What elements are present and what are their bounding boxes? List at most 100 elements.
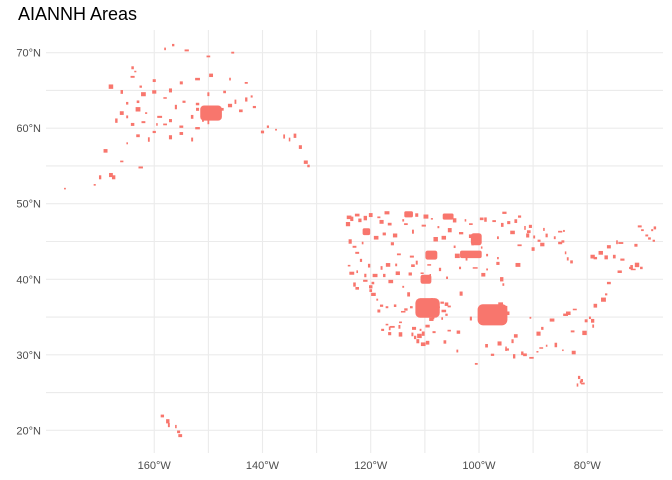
y-tick-label: 60°N [16, 123, 41, 135]
y-axis-tick-labels: 20°N 30°N 40°N 50°N 60°N 70°N [16, 48, 41, 438]
aiannh-area [456, 330, 461, 334]
aiannh-area [582, 330, 587, 336]
aiannh-area [481, 272, 486, 277]
aiannh-area [456, 349, 459, 353]
aiannh-area [191, 137, 194, 142]
aiannh-area [430, 218, 433, 220]
aiannh-area [526, 230, 531, 234]
aiannh-area [252, 105, 256, 109]
aiannh-area [355, 286, 360, 290]
aiannh-area [561, 240, 565, 243]
aiannh-area [564, 251, 567, 255]
aiannh-area [571, 350, 576, 355]
aiannh-area [452, 218, 457, 223]
aiannh-area [348, 239, 352, 244]
aiannh-area [441, 309, 447, 313]
aiannh-area-large [362, 228, 371, 236]
aiannh-area [480, 246, 483, 249]
aiannh-area [539, 347, 544, 349]
aiannh-area [385, 323, 389, 326]
aiannh-area [371, 292, 376, 296]
aiannh-area [98, 175, 102, 180]
aiannh-area [372, 273, 378, 278]
aiannh-area [416, 339, 420, 344]
aiannh-area [420, 342, 426, 347]
aiannh-area [184, 49, 189, 52]
aiannh-area [521, 351, 524, 356]
aiannh-area [160, 414, 165, 418]
aiannh-area [528, 224, 532, 228]
aiannh-area [500, 222, 504, 227]
aiannh-area [502, 211, 507, 214]
y-tick-label: 70°N [16, 48, 41, 60]
aiannh-area [507, 221, 511, 225]
aiannh-area [421, 331, 425, 336]
aiannh-area [580, 379, 584, 382]
y-tick-label: 40°N [16, 274, 41, 286]
aiannh-area [572, 308, 577, 311]
aiannh-area [377, 309, 381, 313]
aiannh-area [645, 234, 649, 237]
aiannh-area [404, 223, 408, 226]
aiannh-area [390, 242, 394, 246]
aiannh-area [388, 326, 391, 331]
aiannh-area [612, 254, 616, 259]
aiannh-area [518, 215, 522, 218]
aiannh-area [543, 227, 545, 231]
aiannh-area-large [470, 233, 482, 246]
aiannh-area [126, 115, 129, 119]
aiannh-area [531, 247, 535, 251]
x-tick-label: 100°W [462, 460, 496, 472]
aiannh-area [444, 302, 449, 306]
aiannh-area [239, 109, 243, 113]
aiannh-area [384, 211, 390, 215]
aiannh-area [447, 329, 451, 332]
aiannh-area [479, 217, 484, 221]
aiannh-area [361, 241, 364, 245]
aiannh-area [523, 353, 527, 357]
aiannh-area [652, 239, 655, 242]
aiannh-area-large [420, 274, 432, 284]
aiannh-area [283, 134, 286, 139]
aiannh-area [411, 332, 414, 337]
aiannh-area [576, 383, 579, 387]
aiannh-area [382, 232, 386, 236]
aiannh-area [407, 292, 411, 297]
aiannh-area [524, 225, 526, 230]
aiannh-area [565, 311, 571, 316]
aiannh-area [648, 237, 651, 240]
aiannh-area [167, 422, 170, 428]
aiannh-area [179, 81, 183, 85]
aiannh-area-large [200, 105, 222, 121]
aiannh-area [419, 328, 422, 331]
aiannh-area [195, 77, 200, 81]
aiannh-area [459, 266, 462, 270]
aiannh-area [459, 291, 463, 296]
aiannh-area [156, 123, 158, 126]
aiannh-area [126, 142, 128, 145]
aiannh-area [443, 340, 447, 344]
aiannh-area [364, 273, 367, 278]
aiannh-area [490, 353, 495, 356]
chart-title: AIANNH Areas [18, 4, 138, 24]
aiannh-area [288, 137, 291, 142]
aiannh-area [368, 213, 373, 218]
aiannh-area [119, 111, 124, 115]
aiannh-area [554, 342, 558, 348]
aiannh-area [177, 430, 181, 434]
aiannh-area [496, 261, 500, 265]
aiannh-area [617, 270, 622, 273]
aiannh-area [363, 279, 368, 282]
x-axis-tick-labels: 160°W 140°W 120°W 100°W 80°W [138, 460, 602, 472]
aiannh-area [395, 271, 400, 276]
aiannh-area [245, 97, 248, 102]
aiannh-area [303, 160, 308, 164]
aiannh-area [109, 172, 113, 178]
aiannh-area [390, 325, 395, 328]
aiannh-area [411, 264, 415, 267]
aiannh-area [392, 233, 398, 238]
aiannh-area [425, 340, 430, 345]
aiannh-area [412, 326, 417, 330]
aiannh-area [445, 313, 448, 316]
aiannh-area [387, 222, 392, 226]
